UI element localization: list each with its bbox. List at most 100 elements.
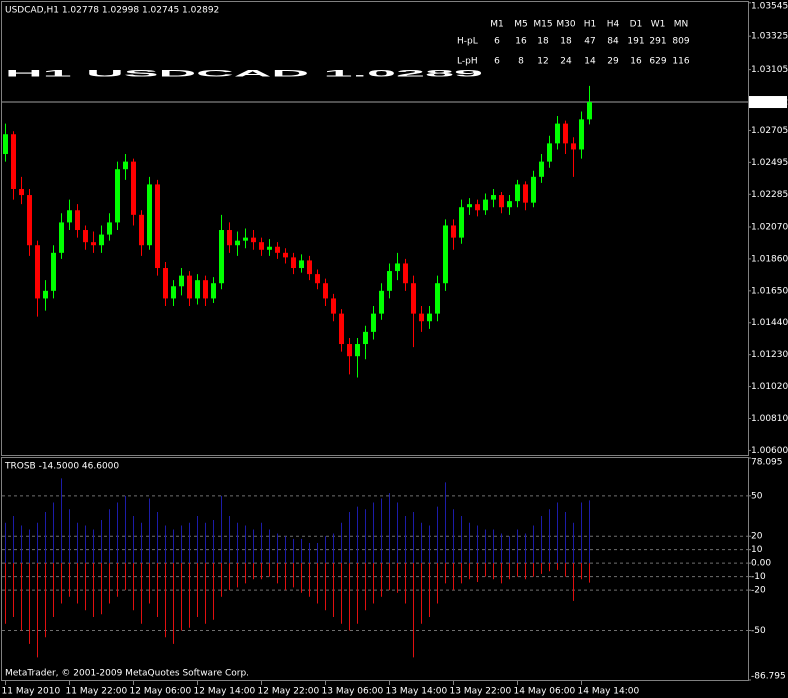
- row-value: 8: [518, 57, 524, 67]
- candle-body: [99, 234, 104, 246]
- y-tick-label: 1.01440: [751, 318, 788, 328]
- candle-body: [299, 260, 304, 269]
- indicator-panel: [1, 457, 749, 681]
- row-value: 6: [494, 57, 500, 67]
- y-tick-label: 1.00600: [751, 446, 788, 456]
- x-tick-label: 11 May 22:00: [66, 687, 128, 697]
- candle-body: [387, 271, 392, 291]
- candle-body: [419, 313, 424, 322]
- row-value: 809: [672, 37, 689, 47]
- y-tick-label: 1.00810: [751, 414, 788, 424]
- y-tick-label: -50: [751, 626, 766, 636]
- candle-body: [259, 242, 264, 250]
- candle-body: [51, 252, 56, 291]
- candle-body: [491, 195, 496, 200]
- timeframe-header: MN: [674, 20, 689, 30]
- candle-body: [43, 290, 48, 299]
- candle-body: [395, 263, 400, 272]
- candle-body: [435, 283, 440, 314]
- x-tick-label: 13 May 14:00: [386, 687, 448, 697]
- candle-body: [227, 230, 232, 246]
- y-tick-label: 1.02705: [751, 126, 788, 136]
- row-value: 291: [649, 37, 666, 47]
- candle-body: [307, 260, 312, 275]
- row-value: 84: [607, 37, 619, 47]
- candle-body: [275, 246, 280, 253]
- x-tick-label: 13 May 06:00: [322, 687, 384, 697]
- candle-body: [315, 274, 320, 284]
- timeframe-header: H1: [584, 20, 597, 30]
- x-tick-label: 11 May 2010: [2, 687, 61, 697]
- candle-body: [507, 201, 512, 208]
- candle-body: [75, 210, 80, 231]
- y-tick-label: -86.795: [751, 672, 786, 682]
- candle-body: [331, 298, 336, 314]
- candle-body: [147, 184, 152, 246]
- candle-body: [347, 344, 352, 357]
- candle-body: [123, 161, 128, 170]
- y-tick-label: 50: [751, 491, 763, 501]
- x-tick-label: 12 May 14:00: [194, 687, 256, 697]
- y-tick-label: 1.01650: [751, 286, 788, 296]
- candle-body: [35, 245, 40, 299]
- y-tick-label: 1.03105: [751, 65, 788, 75]
- x-tick-label: 12 May 06:00: [130, 687, 192, 697]
- main-panel: [1, 1, 749, 456]
- candle-body: [371, 313, 376, 332]
- candle-body: [267, 246, 272, 250]
- candle-body: [235, 240, 240, 246]
- x-tick-label: 14 May 14:00: [578, 687, 640, 697]
- timeframe-header: M30: [556, 20, 575, 30]
- candle-body: [27, 195, 32, 246]
- row-value: 16: [515, 37, 527, 47]
- candle-body: [91, 242, 96, 246]
- price-label: 1.02892: [751, 98, 788, 108]
- candle-body: [523, 184, 528, 203]
- candle-body: [163, 268, 168, 299]
- y-tick-label: 1.02070: [751, 222, 788, 232]
- y-tick-label: 10: [751, 545, 763, 555]
- candle-body: [195, 280, 200, 299]
- x-tick-label: 14 May 06:00: [514, 687, 576, 697]
- row-value: 16: [630, 57, 642, 67]
- x-tick-label: 12 May 22:00: [258, 687, 320, 697]
- candle-body: [323, 283, 328, 299]
- y-tick-label: 1.01230: [751, 350, 788, 360]
- x-tick-label: 13 May 22:00: [450, 687, 512, 697]
- y-tick-label: 1.01020: [751, 382, 788, 392]
- timeframe-header: M15: [533, 20, 552, 30]
- candle-body: [11, 134, 16, 189]
- candle-body: [59, 222, 64, 253]
- candle-body: [339, 313, 344, 345]
- candle-body: [451, 225, 456, 238]
- candle-body: [19, 188, 24, 196]
- candle-body: [515, 184, 520, 202]
- candle-body: [427, 313, 432, 322]
- candle-body: [467, 204, 472, 208]
- row-value: 12: [537, 57, 548, 67]
- row-value: 6: [494, 37, 500, 47]
- y-tick-label: 78.095: [751, 458, 783, 468]
- row-value: 191: [627, 37, 644, 47]
- candle-body: [67, 210, 72, 223]
- row-value: 18: [560, 37, 572, 47]
- y-tick-label: 20: [751, 532, 763, 542]
- candle-body: [355, 344, 360, 357]
- row-value: 47: [584, 37, 595, 47]
- row-value: 629: [649, 57, 666, 67]
- candle-body: [3, 134, 8, 155]
- candle-body: [283, 252, 288, 258]
- candle-body: [531, 176, 536, 203]
- candle-body: [251, 237, 256, 243]
- y-tick-label: -20: [751, 586, 766, 596]
- chart-title: USDCAD,H1 1.02778 1.02998 1.02745 1.0289…: [5, 6, 219, 16]
- candle-body: [243, 237, 248, 241]
- y-tick-label: 1.03545: [751, 2, 788, 12]
- candle-body: [291, 257, 296, 269]
- row-label: L-pH: [457, 57, 478, 67]
- timeframe-header: W1: [651, 20, 666, 30]
- footer: MetaTrader, © 2001-2009 MetaQuotes Softw…: [5, 669, 249, 679]
- y-tick-label: 1.01860: [751, 254, 788, 264]
- y-tick-label: 0.00: [751, 559, 771, 569]
